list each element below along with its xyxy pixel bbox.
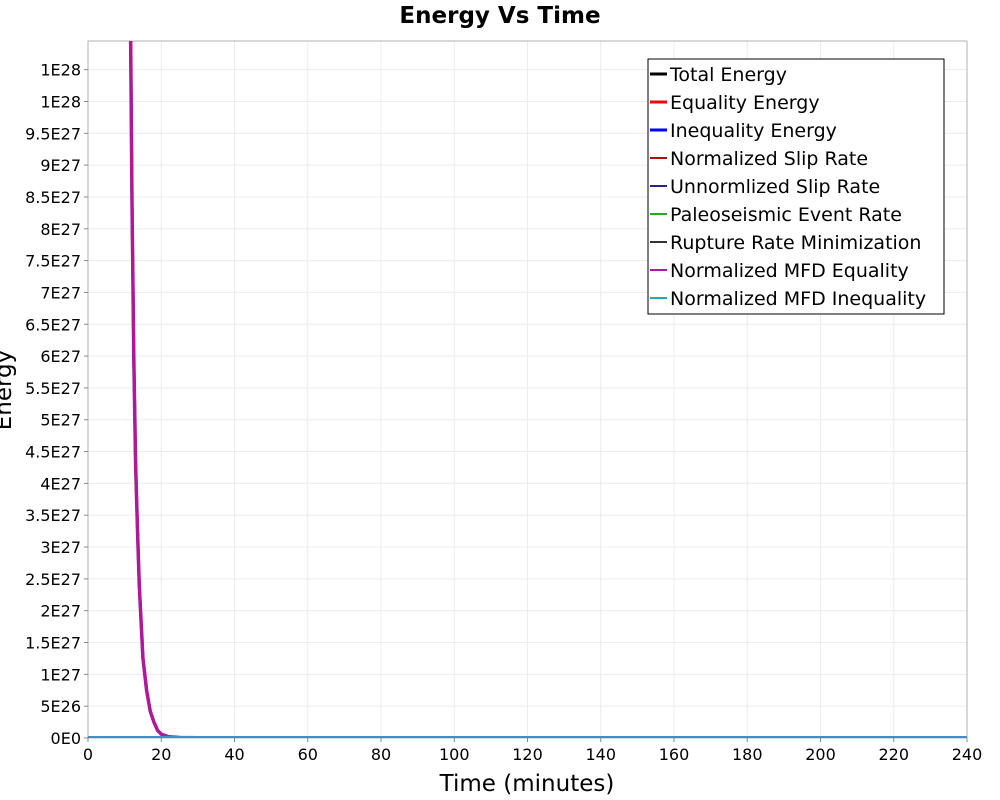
y-tick-label: 0E0 <box>51 729 81 748</box>
x-tick-label: 120 <box>512 745 543 764</box>
x-tick-label: 160 <box>659 745 690 764</box>
chart-title: Energy Vs Time <box>399 3 600 29</box>
legend-items: Total Energy Equality Energy Inequality En… <box>650 64 926 310</box>
y-tick-label: 1.5E27 <box>25 634 81 653</box>
x-tick-label: 200 <box>805 745 836 764</box>
legend-label: Total Energy <box>669 64 787 86</box>
y-tick-label: 7.5E27 <box>25 252 81 271</box>
x-tick-label: 40 <box>224 745 244 764</box>
y-tick-label: 1E28 <box>40 61 81 80</box>
legend: Total Energy Equality Energy Inequality En… <box>647 58 945 315</box>
legend-label: Equality Energy <box>670 92 820 114</box>
legend-box <box>647 58 945 315</box>
y-axis-label: Energy <box>0 350 17 431</box>
y-tick-label: 5E27 <box>40 411 81 430</box>
x-tick-label: 240 <box>952 745 983 764</box>
y-tick-label: 3.5E27 <box>25 506 81 525</box>
legend-label: Normalized Slip Rate <box>670 148 868 170</box>
y-tick-label: 4E27 <box>40 474 81 493</box>
legend-label: Unnormlized Slip Rate <box>670 176 880 198</box>
y-tick-label: 1E28 <box>40 92 81 111</box>
x-tick-label: 20 <box>151 745 171 764</box>
y-tick-label: 7E27 <box>40 283 81 302</box>
x-tick-label: 140 <box>585 745 616 764</box>
legend-label: Normalized MFD Equality <box>670 260 909 282</box>
y-tick-label: 2.5E27 <box>25 570 81 589</box>
x-tick-label: 220 <box>878 745 909 764</box>
x-tick-label: 60 <box>298 745 318 764</box>
legend-label: Rupture Rate Minimization <box>670 232 921 254</box>
y-tick-label: 5.5E27 <box>25 379 81 398</box>
x-tick-label: 100 <box>439 745 470 764</box>
x-tick-label: 80 <box>371 745 391 764</box>
y-tick-label: 9E27 <box>40 156 81 175</box>
y-tick-label: 6E27 <box>40 347 81 366</box>
y-tick-label: 5E26 <box>40 697 81 716</box>
y-tick-label: 2E27 <box>40 602 81 621</box>
x-tick-label: 180 <box>732 745 763 764</box>
x-axis-label: Time (minutes) <box>439 771 615 797</box>
y-tick-label: 6.5E27 <box>25 315 81 334</box>
y-tick-label: 4.5E27 <box>25 443 81 462</box>
x-ticks-layer: 0 20 40 60 80 100 120 140 160 180 200 220 240 <box>83 738 982 764</box>
y-tick-label: 1E27 <box>40 665 81 684</box>
y-tick-label: 8E27 <box>40 220 81 239</box>
legend-label: Normalized MFD Inequality <box>670 288 926 310</box>
legend-label: Paleoseismic Event Rate <box>670 204 902 226</box>
x-tick-label: 0 <box>83 745 93 764</box>
series-layer <box>88 41 967 738</box>
legend-label: Inequality Energy <box>670 120 837 142</box>
y-tick-label: 9.5E27 <box>25 124 81 143</box>
y-ticks-layer: 0E0 5E26 1E27 1.5E27 2E27 2.5E27 3E27 3.5E27 4E2… <box>25 61 88 748</box>
y-tick-label: 8.5E27 <box>25 188 81 207</box>
y-tick-label: 3E27 <box>40 538 81 557</box>
